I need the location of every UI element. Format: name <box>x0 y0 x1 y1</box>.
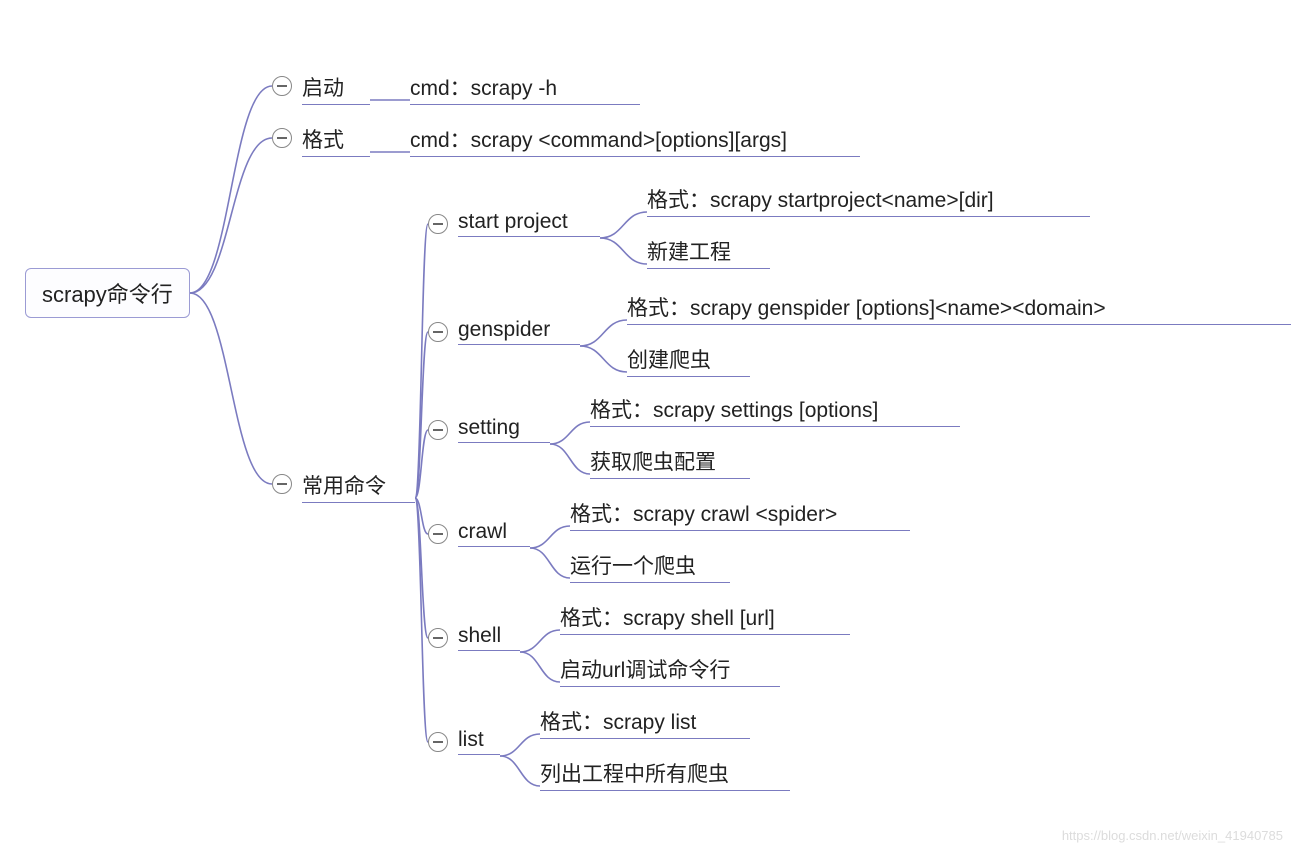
leaf-crawl-1: 运行一个爬虫 <box>570 550 730 583</box>
collapse-start[interactable] <box>272 76 292 96</box>
root-label: scrapy命令行 <box>42 282 173 307</box>
collapse-format[interactable] <box>272 128 292 148</box>
leaf-genspider-0: 格式：scrapy genspider [options]<name><doma… <box>627 292 1291 325</box>
collapse-common[interactable] <box>272 474 292 494</box>
leaf-start: cmd：scrapy -h <box>410 72 640 105</box>
collapse-startproject[interactable] <box>428 214 448 234</box>
node-genspider: genspider <box>458 318 580 345</box>
collapse-crawl[interactable] <box>428 524 448 544</box>
node-startproject: start project <box>458 210 600 237</box>
node-crawl: crawl <box>458 520 530 547</box>
node-common: 常用命令 <box>302 470 415 503</box>
leaf-list-1: 列出工程中所有爬虫 <box>540 758 790 791</box>
leaf-startproject-1: 新建工程 <box>647 236 770 269</box>
leaf-setting-0: 格式：scrapy settings [options] <box>590 394 960 427</box>
leaf-list-0: 格式：scrapy list <box>540 706 750 739</box>
node-start: 启动 <box>302 72 370 105</box>
collapse-list[interactable] <box>428 732 448 752</box>
collapse-setting[interactable] <box>428 420 448 440</box>
node-setting: setting <box>458 416 550 443</box>
watermark-text: https://blog.csdn.net/weixin_41940785 <box>1062 828 1283 843</box>
leaf-shell-0: 格式：scrapy shell [url] <box>560 602 850 635</box>
leaf-format: cmd：scrapy <command>[options][args] <box>410 124 860 157</box>
leaf-genspider-1: 创建爬虫 <box>627 344 750 377</box>
collapse-genspider[interactable] <box>428 322 448 342</box>
node-format: 格式 <box>302 124 370 157</box>
leaf-shell-1: 启动url调试命令行 <box>560 654 780 687</box>
node-shell: shell <box>458 624 520 651</box>
collapse-shell[interactable] <box>428 628 448 648</box>
leaf-crawl-0: 格式：scrapy crawl <spider> <box>570 498 910 531</box>
root-node: scrapy命令行 <box>25 268 190 318</box>
leaf-setting-1: 获取爬虫配置 <box>590 446 750 479</box>
node-list: list <box>458 728 500 755</box>
leaf-startproject-0: 格式：scrapy startproject<name>[dir] <box>647 184 1090 217</box>
